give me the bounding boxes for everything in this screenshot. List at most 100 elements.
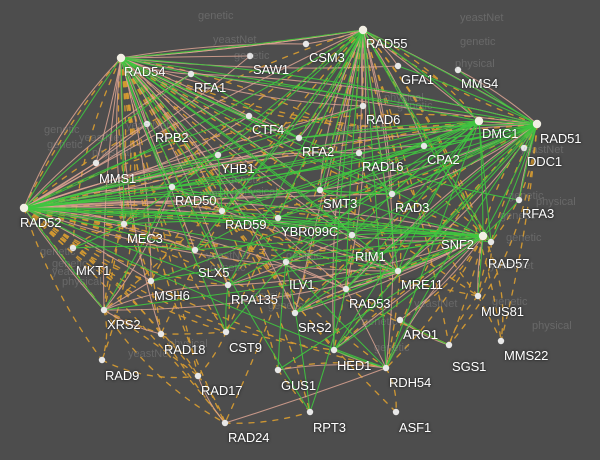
network-node[interactable] <box>445 341 453 349</box>
edge-genetic <box>23 207 296 314</box>
edge-yeastnet <box>477 235 484 297</box>
edge-yeastnet <box>319 189 484 237</box>
edge-genetic <box>23 207 450 346</box>
edge-yeastnet <box>23 29 364 209</box>
network-node[interactable] <box>394 267 402 275</box>
edge-genetic <box>225 29 364 333</box>
network-node[interactable] <box>100 306 108 314</box>
network-node[interactable] <box>291 309 299 317</box>
network-node[interactable] <box>532 119 542 129</box>
network-node[interactable] <box>515 196 523 204</box>
edge-yeastnet <box>123 29 364 225</box>
network-node[interactable] <box>274 214 282 222</box>
network-node[interactable] <box>330 346 338 354</box>
edge-physical <box>120 57 219 156</box>
network-node[interactable] <box>194 372 202 380</box>
network-node[interactable] <box>143 120 151 128</box>
edge-yeastnet <box>482 199 520 237</box>
network-node[interactable] <box>420 142 428 150</box>
network-node[interactable] <box>157 330 165 338</box>
edge-genetic <box>448 235 484 346</box>
network-node[interactable] <box>342 285 350 293</box>
network-node[interactable] <box>222 328 230 336</box>
network-node[interactable] <box>295 134 303 142</box>
edge-yeastnet <box>23 207 105 311</box>
edge-genetic <box>23 207 226 424</box>
edge-yeastnet <box>120 29 364 59</box>
network-node[interactable] <box>187 70 195 78</box>
network-node[interactable] <box>98 356 106 364</box>
network-node[interactable] <box>120 220 128 228</box>
network-node[interactable] <box>394 62 402 70</box>
edge-genetic <box>385 367 397 413</box>
edge-genetic <box>477 295 502 342</box>
edge-yeastnet <box>482 123 538 237</box>
edge-physical <box>362 29 393 195</box>
network-node[interactable] <box>474 116 484 126</box>
network-node[interactable] <box>116 53 126 63</box>
network-node[interactable] <box>306 408 314 416</box>
network-node[interactable] <box>316 186 324 194</box>
edge-genetic <box>123 223 196 251</box>
network-node[interactable] <box>355 149 363 157</box>
network-node[interactable] <box>191 246 199 254</box>
edge-yeastnet <box>120 57 399 272</box>
edge-genetic <box>477 241 492 297</box>
edge-yeastnet <box>120 57 125 225</box>
edge-genetic <box>23 207 227 333</box>
edge-genetic <box>101 359 199 379</box>
network-node[interactable] <box>69 244 77 252</box>
network-node[interactable] <box>396 316 404 324</box>
network-node[interactable] <box>224 281 232 289</box>
network-node[interactable] <box>388 190 396 198</box>
edge-yeastnet <box>120 57 393 195</box>
edge-yeastnet <box>333 123 538 351</box>
network-node[interactable] <box>348 231 356 239</box>
network-node[interactable] <box>392 408 400 416</box>
edge-yeastnet <box>362 29 492 243</box>
edge-yeastnet <box>123 220 484 237</box>
network-node[interactable] <box>497 337 505 345</box>
network-node[interactable] <box>19 203 29 213</box>
network-node[interactable] <box>358 25 368 35</box>
network-node[interactable] <box>245 112 253 120</box>
network-node[interactable] <box>246 52 254 60</box>
network-node[interactable] <box>147 277 155 285</box>
network-node[interactable] <box>359 102 367 110</box>
edge-yeastnet <box>345 120 480 290</box>
network-node[interactable] <box>487 238 495 246</box>
edge-physical <box>103 309 162 335</box>
edge-yeastnet <box>362 29 484 237</box>
network-node[interactable] <box>302 40 310 48</box>
edge-physical <box>103 284 229 311</box>
edge-yeastnet <box>277 123 538 219</box>
network-node[interactable] <box>382 364 390 372</box>
edge-yeastnet <box>171 123 538 188</box>
edge-genetic <box>448 123 538 346</box>
network-node[interactable] <box>478 231 488 241</box>
edge-yeastnet <box>362 29 387 369</box>
network-node[interactable] <box>282 258 290 266</box>
edge-physical <box>362 29 394 369</box>
edge-physical <box>23 206 353 236</box>
edge-yeastnet <box>72 223 125 249</box>
network-node[interactable] <box>214 151 222 159</box>
edge-physical <box>120 57 250 117</box>
edge-yeastnet <box>120 57 223 212</box>
network-node[interactable] <box>168 183 176 191</box>
network-node[interactable] <box>520 144 528 152</box>
edge-yeastnet <box>120 57 227 333</box>
edge-physical <box>399 235 484 321</box>
edge-yeastnet <box>103 186 173 311</box>
network-node[interactable] <box>474 292 482 300</box>
network-node[interactable] <box>454 66 462 74</box>
edge-physical <box>332 29 364 351</box>
network-node[interactable] <box>218 207 226 215</box>
network-node[interactable] <box>221 419 229 427</box>
edge-yeastnet <box>194 29 364 251</box>
network-node[interactable] <box>92 159 100 167</box>
network-node[interactable] <box>274 366 282 374</box>
edge-genetic <box>120 57 484 237</box>
edge-genetic <box>482 123 538 237</box>
